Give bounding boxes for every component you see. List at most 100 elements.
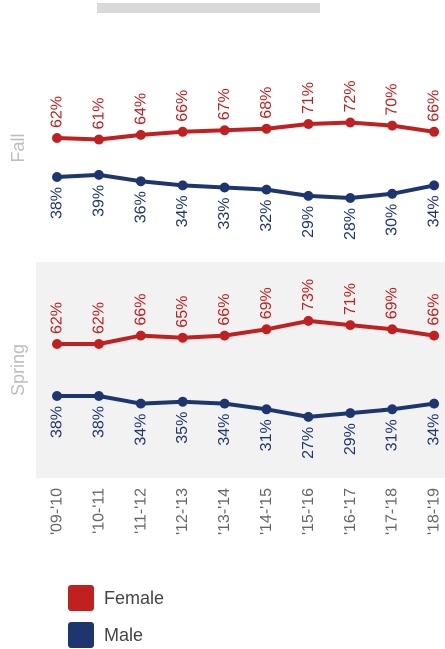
data-point-female[interactable] bbox=[387, 120, 398, 131]
data-label-male: 38% bbox=[49, 406, 66, 438]
data-label-male: 29% bbox=[300, 206, 317, 238]
legend-swatch-female bbox=[68, 585, 94, 611]
data-point-female[interactable] bbox=[52, 339, 62, 349]
data-label-male: 38% bbox=[90, 406, 107, 438]
data-label-female: 62% bbox=[49, 96, 66, 128]
data-label-male: 34% bbox=[426, 195, 443, 227]
data-point-male[interactable] bbox=[303, 411, 314, 422]
data-point-female[interactable] bbox=[345, 117, 356, 128]
data-point-female[interactable] bbox=[135, 330, 146, 341]
data-point-female[interactable] bbox=[52, 133, 62, 143]
panel-background bbox=[36, 262, 445, 478]
data-point-female[interactable] bbox=[303, 315, 314, 326]
data-label-female: 71% bbox=[300, 82, 317, 114]
data-label-male: 31% bbox=[384, 419, 401, 451]
data-label-female: 62% bbox=[49, 302, 66, 334]
legend-label-female: Female bbox=[104, 587, 165, 608]
x-tick-label: '14-'15 bbox=[258, 488, 275, 535]
data-point-female[interactable] bbox=[345, 320, 356, 331]
data-point-male[interactable] bbox=[93, 391, 104, 401]
x-tick-label: '17-'18 bbox=[384, 488, 401, 535]
data-point-male[interactable] bbox=[52, 391, 62, 401]
data-label-female: 64% bbox=[132, 93, 149, 125]
data-point-male[interactable] bbox=[135, 398, 146, 409]
data-point-male[interactable] bbox=[429, 398, 440, 409]
data-label-female: 66% bbox=[174, 90, 191, 122]
data-point-female[interactable] bbox=[429, 126, 440, 137]
data-label-male: 30% bbox=[384, 204, 401, 236]
data-label-female: 70% bbox=[384, 84, 401, 116]
data-point-female[interactable] bbox=[93, 339, 104, 349]
data-label-female: 66% bbox=[426, 90, 443, 122]
legend-item-female[interactable]: Female bbox=[68, 585, 164, 611]
scrollbar-thumb[interactable] bbox=[97, 3, 320, 13]
data-point-female[interactable] bbox=[177, 126, 188, 137]
data-label-male: 38% bbox=[49, 187, 66, 219]
panel-fall: Fall 62% 61% 64% 66% 67% 68% 71% 72% 70% 66% 38% 39%… bbox=[8, 80, 443, 240]
data-label-male: 34% bbox=[174, 195, 191, 227]
data-point-male[interactable] bbox=[219, 398, 230, 409]
data-point-female[interactable] bbox=[219, 125, 230, 136]
x-tick-label: '10-'11 bbox=[90, 488, 107, 534]
data-label-female: 69% bbox=[258, 287, 275, 319]
data-label-female: 62% bbox=[90, 302, 107, 334]
data-point-male[interactable] bbox=[345, 193, 356, 203]
data-label-female: 66% bbox=[132, 294, 149, 326]
data-point-female[interactable] bbox=[219, 330, 230, 341]
legend-label-male: Male bbox=[104, 624, 144, 645]
data-point-female[interactable] bbox=[261, 123, 272, 134]
series-line-male bbox=[55, 172, 437, 200]
data-point-male[interactable] bbox=[135, 176, 146, 187]
data-label-female: 68% bbox=[258, 87, 275, 119]
data-point-male[interactable] bbox=[261, 404, 272, 415]
data-label-male: 34% bbox=[426, 414, 443, 446]
x-tick-label: '13-'14 bbox=[216, 488, 233, 535]
data-label-male: 33% bbox=[216, 198, 233, 230]
legend-item-male[interactable]: Male bbox=[68, 622, 143, 648]
data-point-male[interactable] bbox=[52, 172, 62, 182]
data-label-male: 39% bbox=[90, 185, 107, 217]
x-tick-label: '11-'12 bbox=[132, 488, 149, 534]
data-label-female: 61% bbox=[90, 98, 107, 130]
data-point-female[interactable] bbox=[303, 119, 314, 130]
data-label-male: 36% bbox=[132, 191, 149, 223]
data-point-male[interactable] bbox=[93, 169, 104, 180]
data-label-male: 35% bbox=[174, 412, 191, 444]
data-point-female[interactable] bbox=[93, 134, 104, 145]
series-line-female bbox=[55, 318, 437, 346]
panel-label-fall: Fall bbox=[8, 133, 28, 162]
x-tick-label: '15-'16 bbox=[300, 488, 317, 535]
data-label-female: 66% bbox=[216, 294, 233, 326]
data-label-male: 27% bbox=[300, 427, 317, 459]
data-point-male[interactable] bbox=[177, 396, 188, 407]
data-label-male: 29% bbox=[342, 423, 359, 455]
data-label-female: 73% bbox=[300, 279, 317, 311]
data-label-male: 32% bbox=[258, 200, 275, 232]
data-point-male[interactable] bbox=[387, 188, 398, 199]
data-label-male: 28% bbox=[342, 208, 359, 240]
data-label-female: 71% bbox=[342, 283, 359, 315]
data-label-male: 31% bbox=[258, 419, 275, 451]
legend-swatch-male bbox=[68, 622, 94, 648]
data-point-female[interactable] bbox=[135, 129, 146, 140]
data-point-male[interactable] bbox=[429, 180, 440, 191]
data-label-female: 72% bbox=[342, 80, 359, 112]
data-point-male[interactable] bbox=[345, 408, 356, 419]
data-point-male[interactable] bbox=[177, 180, 188, 191]
data-point-female[interactable] bbox=[177, 332, 188, 343]
panel-label-spring: Spring bbox=[8, 344, 28, 396]
data-point-female[interactable] bbox=[387, 324, 398, 335]
series-line-male bbox=[55, 394, 437, 419]
data-label-female: 66% bbox=[426, 294, 443, 326]
data-label-female: 69% bbox=[384, 287, 401, 319]
data-point-female[interactable] bbox=[261, 324, 272, 335]
x-tick-label: '18-'19 bbox=[426, 488, 443, 535]
data-point-male[interactable] bbox=[219, 182, 230, 193]
data-label-female: 67% bbox=[216, 88, 233, 120]
data-point-male[interactable] bbox=[303, 190, 314, 201]
data-label-male: 34% bbox=[132, 414, 149, 446]
data-point-male[interactable] bbox=[261, 184, 272, 195]
data-point-male[interactable] bbox=[387, 404, 398, 415]
data-point-female[interactable] bbox=[429, 330, 440, 341]
